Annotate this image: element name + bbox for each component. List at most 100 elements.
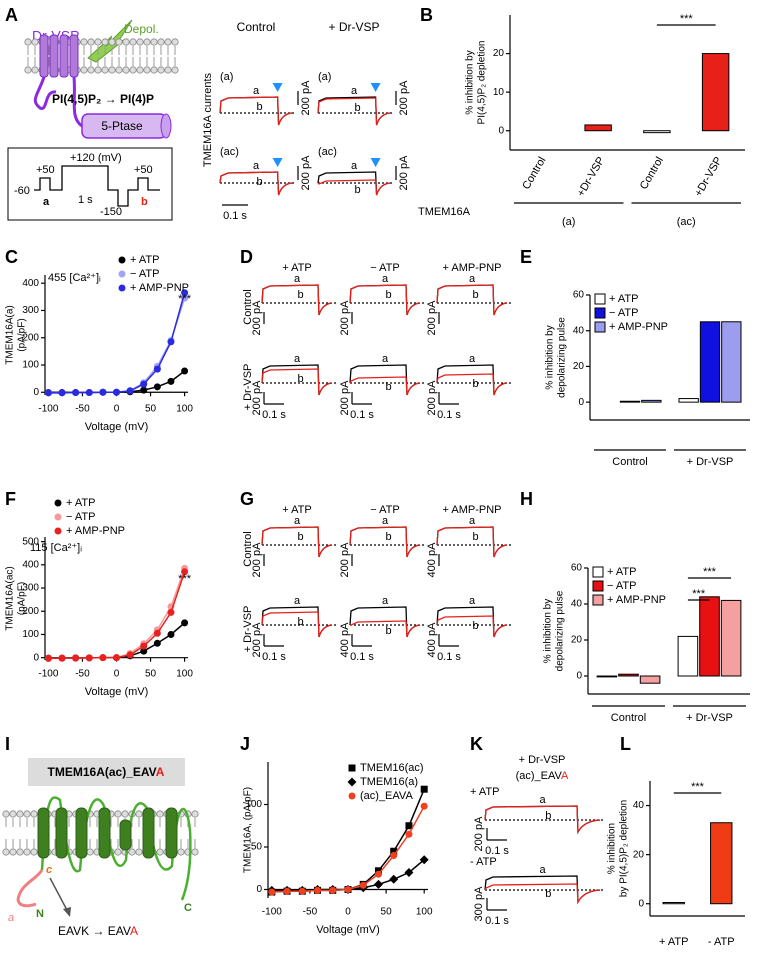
scale-label: 200 pA xyxy=(398,155,410,191)
trace-label: b xyxy=(472,378,478,390)
scale-label: 400 pA xyxy=(339,622,351,658)
terminus-label: N xyxy=(36,908,44,920)
y-tick-label: 0 xyxy=(33,387,39,398)
bar xyxy=(721,321,742,403)
helix xyxy=(69,34,79,78)
phosphatase-end xyxy=(160,113,172,139)
protocol-text: +120 (mV) xyxy=(70,152,122,164)
y-tick-label: 500 xyxy=(22,536,39,547)
marker xyxy=(85,389,93,397)
lipid-head xyxy=(23,848,31,856)
lipid-head xyxy=(122,38,130,46)
lipid-head xyxy=(150,66,158,74)
y-tick-label: 20 xyxy=(571,635,583,646)
axis-label: TMEM16A currents xyxy=(202,72,214,167)
y-axis-label: depolarizing pulse xyxy=(557,317,568,398)
helix xyxy=(39,34,49,78)
scale-label: 0.1 s xyxy=(485,915,509,927)
scale-label: 200 pA xyxy=(339,542,351,578)
trace-test xyxy=(436,373,508,396)
marker xyxy=(167,608,175,616)
y-axis-label: % inhibition xyxy=(607,823,618,874)
bar xyxy=(720,599,742,677)
mutation-label: EAVK → EAVA xyxy=(58,924,138,938)
marker xyxy=(54,513,62,521)
y-tick-label: 20 xyxy=(633,849,645,860)
y-tick-label: 0 xyxy=(498,125,504,136)
panel-label: K xyxy=(470,734,483,754)
significance-label: *** xyxy=(178,293,192,305)
depolarization-icon xyxy=(87,19,133,63)
trace-label: b xyxy=(355,184,361,196)
lipid-head xyxy=(24,38,32,46)
y-tick-label: 300 xyxy=(22,583,39,594)
trace-control xyxy=(484,875,601,905)
marker xyxy=(359,881,367,889)
y-tick-label: 100 xyxy=(22,360,39,371)
lipid-head xyxy=(143,38,151,46)
row-label: (a) xyxy=(318,71,331,83)
y-axis-label: by PI(4,5)P₂ depletion xyxy=(619,800,630,897)
y-tick-label: 0 xyxy=(576,671,582,682)
x-tick-label: +Dr-VSP xyxy=(692,155,724,199)
x-axis-label: Voltage (mV) xyxy=(85,686,149,698)
x-axis-label: Voltage (mV) xyxy=(316,924,380,936)
x-tick-label: -100 xyxy=(38,404,58,415)
lipid-head xyxy=(122,66,130,74)
scale-label: 200 pA xyxy=(251,542,263,578)
panel-label: D xyxy=(240,247,253,267)
trace-label: b xyxy=(355,102,361,114)
protocol-text: b xyxy=(141,196,148,208)
lipid-head xyxy=(23,810,31,818)
lipid-head xyxy=(164,38,172,46)
trace-test xyxy=(436,615,508,638)
helix xyxy=(75,807,88,859)
column-header: + AMP-PNP xyxy=(443,262,502,274)
reaction-label: PI(4,5)P₂ → PI(4)P xyxy=(52,92,154,106)
y-tick-label: 300 xyxy=(22,305,39,316)
trace-label: b xyxy=(545,888,551,900)
marker xyxy=(118,256,126,264)
lipid-head xyxy=(30,848,38,856)
x-tick-label: + Dr-VSP xyxy=(687,456,734,468)
scale-label: 400 pA xyxy=(426,622,438,658)
bar xyxy=(710,822,733,905)
marker xyxy=(405,822,413,830)
trace-label: a xyxy=(351,160,358,172)
lipid-head xyxy=(171,38,179,46)
legend-label: + ATP xyxy=(609,293,638,305)
legend-label: TMEM16(a) xyxy=(360,776,418,788)
segment-label: c xyxy=(46,864,52,876)
lipid-head xyxy=(136,38,144,46)
helix xyxy=(49,34,59,78)
scale-label: 0.1 s xyxy=(437,651,461,663)
y-tick-label: 20 xyxy=(573,361,585,372)
segment-a xyxy=(16,869,44,908)
bar xyxy=(662,902,685,905)
scale-label: 0.1 s xyxy=(262,651,286,663)
panel-label: G xyxy=(240,489,254,509)
lipid-head xyxy=(80,38,88,46)
marker xyxy=(181,367,189,375)
y-axis-label: TMEM16A(ac) xyxy=(5,566,16,630)
lipid-head xyxy=(171,66,179,74)
y-axis-label: % inhibition by xyxy=(465,50,476,114)
scale-label: 0.1 s xyxy=(485,845,509,857)
bar xyxy=(641,399,662,403)
marker xyxy=(54,499,62,507)
marker xyxy=(126,387,134,395)
lipid-head xyxy=(135,848,143,856)
column-header: + Dr-VSP xyxy=(328,20,379,34)
trace-label: a xyxy=(382,595,389,607)
panel-label: C xyxy=(5,247,18,267)
significance-label: *** xyxy=(178,573,192,585)
trace-label: a xyxy=(294,273,301,285)
marker xyxy=(118,270,126,278)
condition-label: + Dr-VSP xyxy=(519,754,566,766)
legend-label: − ATP xyxy=(130,268,159,280)
trace-test xyxy=(219,171,293,196)
tm-helices xyxy=(37,807,178,859)
y-tick-label: 40 xyxy=(573,325,585,336)
trace-test xyxy=(219,96,293,126)
y-axis-label: (pA/pF) xyxy=(17,318,28,351)
